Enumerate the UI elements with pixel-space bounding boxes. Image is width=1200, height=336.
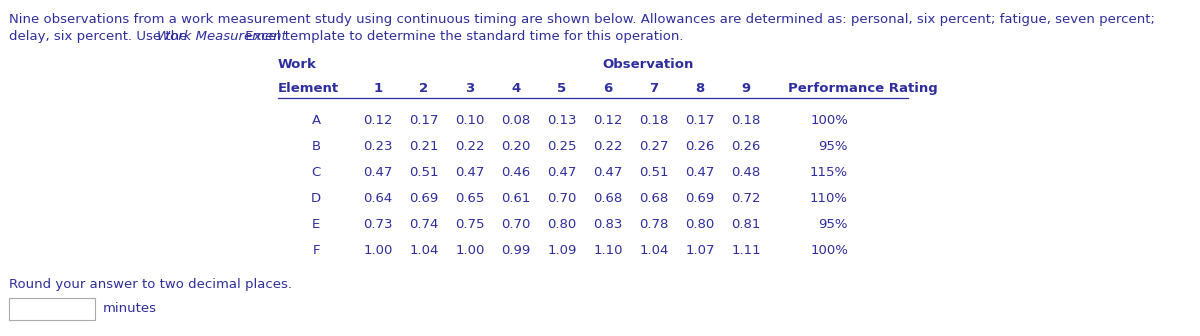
Text: 1.11: 1.11 <box>731 244 761 257</box>
Text: 0.13: 0.13 <box>547 114 577 127</box>
Text: E: E <box>312 218 320 231</box>
Text: 0.47: 0.47 <box>547 166 577 179</box>
Text: 0.68: 0.68 <box>593 192 623 205</box>
Text: 0.69: 0.69 <box>685 192 715 205</box>
Text: 0.78: 0.78 <box>640 218 668 231</box>
Text: 7: 7 <box>649 82 659 95</box>
Text: 0.51: 0.51 <box>640 166 668 179</box>
Text: 0.18: 0.18 <box>640 114 668 127</box>
Text: 1: 1 <box>373 82 383 95</box>
Text: B: B <box>312 140 320 153</box>
Text: 1.04: 1.04 <box>640 244 668 257</box>
Text: 0.17: 0.17 <box>685 114 715 127</box>
Text: 100%: 100% <box>810 114 848 127</box>
Text: 110%: 110% <box>810 192 848 205</box>
Text: 0.26: 0.26 <box>731 140 761 153</box>
Text: 0.26: 0.26 <box>685 140 715 153</box>
Text: 9: 9 <box>742 82 750 95</box>
Text: 115%: 115% <box>810 166 848 179</box>
Text: 0.70: 0.70 <box>547 192 577 205</box>
Text: 0.72: 0.72 <box>731 192 761 205</box>
Text: 1.00: 1.00 <box>455 244 485 257</box>
Text: 1.07: 1.07 <box>685 244 715 257</box>
Text: A: A <box>312 114 320 127</box>
Text: 0.99: 0.99 <box>502 244 530 257</box>
Text: 0.23: 0.23 <box>364 140 392 153</box>
Text: 2: 2 <box>420 82 428 95</box>
Text: 0.12: 0.12 <box>364 114 392 127</box>
Text: 0.47: 0.47 <box>593 166 623 179</box>
Text: D: D <box>311 192 322 205</box>
Text: 0.73: 0.73 <box>364 218 392 231</box>
Text: Observation: Observation <box>602 58 694 71</box>
Text: 0.65: 0.65 <box>455 192 485 205</box>
Text: 0.81: 0.81 <box>731 218 761 231</box>
Text: 0.17: 0.17 <box>409 114 439 127</box>
Text: 95%: 95% <box>818 218 848 231</box>
Text: 3: 3 <box>466 82 475 95</box>
Text: 1.09: 1.09 <box>547 244 577 257</box>
Text: delay, six percent. Use the: delay, six percent. Use the <box>10 30 192 43</box>
Text: 6: 6 <box>604 82 613 95</box>
Text: Work Measurement: Work Measurement <box>157 30 287 43</box>
Text: 0.47: 0.47 <box>685 166 715 179</box>
Text: C: C <box>311 166 320 179</box>
Text: Work: Work <box>278 58 317 71</box>
FancyBboxPatch shape <box>10 298 95 320</box>
Text: 0.61: 0.61 <box>502 192 530 205</box>
Text: 0.08: 0.08 <box>502 114 530 127</box>
Text: 0.27: 0.27 <box>640 140 668 153</box>
Text: 1.00: 1.00 <box>364 244 392 257</box>
Text: 0.18: 0.18 <box>731 114 761 127</box>
Text: 0.46: 0.46 <box>502 166 530 179</box>
Text: 1.10: 1.10 <box>593 244 623 257</box>
Text: 0.48: 0.48 <box>731 166 761 179</box>
Text: 0.74: 0.74 <box>409 218 439 231</box>
Text: 0.68: 0.68 <box>640 192 668 205</box>
Text: Excel template to determine the standard time for this operation.: Excel template to determine the standard… <box>241 30 684 43</box>
Text: 0.12: 0.12 <box>593 114 623 127</box>
Text: 0.47: 0.47 <box>364 166 392 179</box>
Text: F: F <box>312 244 319 257</box>
Text: 8: 8 <box>695 82 704 95</box>
Text: Performance Rating: Performance Rating <box>788 82 937 95</box>
Text: 5: 5 <box>558 82 566 95</box>
Text: 0.25: 0.25 <box>547 140 577 153</box>
Text: 4: 4 <box>511 82 521 95</box>
Text: 0.21: 0.21 <box>409 140 439 153</box>
Text: 1.04: 1.04 <box>409 244 439 257</box>
Text: 0.80: 0.80 <box>685 218 715 231</box>
Text: 0.10: 0.10 <box>455 114 485 127</box>
Text: 0.47: 0.47 <box>455 166 485 179</box>
Text: 0.70: 0.70 <box>502 218 530 231</box>
Text: Round your answer to two decimal places.: Round your answer to two decimal places. <box>10 278 292 291</box>
Text: 0.22: 0.22 <box>593 140 623 153</box>
Text: 0.75: 0.75 <box>455 218 485 231</box>
Text: Nine observations from a work measurement study using continuous timing are show: Nine observations from a work measuremen… <box>10 13 1154 26</box>
Text: 0.22: 0.22 <box>455 140 485 153</box>
Text: 0.64: 0.64 <box>364 192 392 205</box>
Text: 0.20: 0.20 <box>502 140 530 153</box>
Text: 95%: 95% <box>818 140 848 153</box>
Text: minutes: minutes <box>103 302 157 316</box>
Text: 0.51: 0.51 <box>409 166 439 179</box>
Text: 0.69: 0.69 <box>409 192 439 205</box>
Text: 0.83: 0.83 <box>593 218 623 231</box>
Text: Element: Element <box>278 82 340 95</box>
Text: 100%: 100% <box>810 244 848 257</box>
Text: 0.80: 0.80 <box>547 218 577 231</box>
